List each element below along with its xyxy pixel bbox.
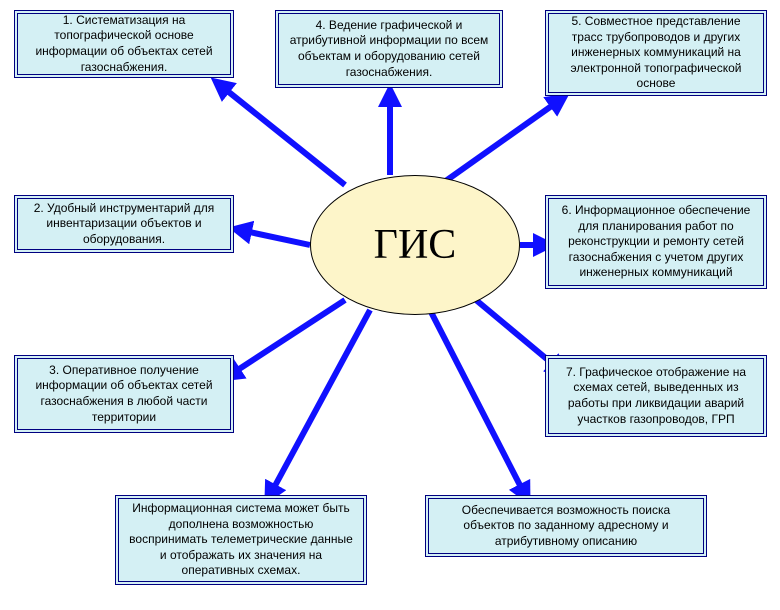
info-box-text: Информационная система может быть дополн… — [129, 501, 353, 579]
info-box-5: 5. Совместное представление трасс трубоп… — [545, 10, 767, 96]
info-box-text: 4. Ведение графической и атрибутивной ин… — [289, 18, 489, 80]
info-box-text: 7. Графическое отображение на схемах сет… — [559, 365, 753, 427]
info-box-text: 3. Оперативное получение информации об о… — [28, 363, 220, 425]
info-box-text: 2. Удобный инструментарий для инвентариз… — [28, 201, 220, 248]
info-box-text: 6. Информационное обеспечение для планир… — [559, 203, 753, 281]
center-node: ГИС — [310, 175, 520, 315]
info-box-3: 3. Оперативное получение информации об о… — [14, 355, 234, 433]
info-box-text: 5. Совместное представление трасс трубоп… — [559, 14, 753, 92]
info-box-7: 7. Графическое отображение на схемах сет… — [545, 355, 767, 437]
info-box-8: Информационная система может быть дополн… — [115, 495, 367, 585]
info-box-4: 4. Ведение графической и атрибутивной ин… — [275, 10, 503, 88]
info-box-1: 1. Систематизация на топографической осн… — [14, 10, 234, 78]
info-box-6: 6. Информационное обеспечение для планир… — [545, 195, 767, 289]
center-label: ГИС — [374, 221, 457, 269]
info-box-text: Обеспечивается возможность поиска объект… — [439, 503, 693, 550]
info-box-2: 2. Удобный инструментарий для инвентариз… — [14, 195, 234, 253]
info-box-9: Обеспечивается возможность поиска объект… — [425, 495, 707, 557]
info-box-text: 1. Систематизация на топографической осн… — [28, 13, 220, 75]
